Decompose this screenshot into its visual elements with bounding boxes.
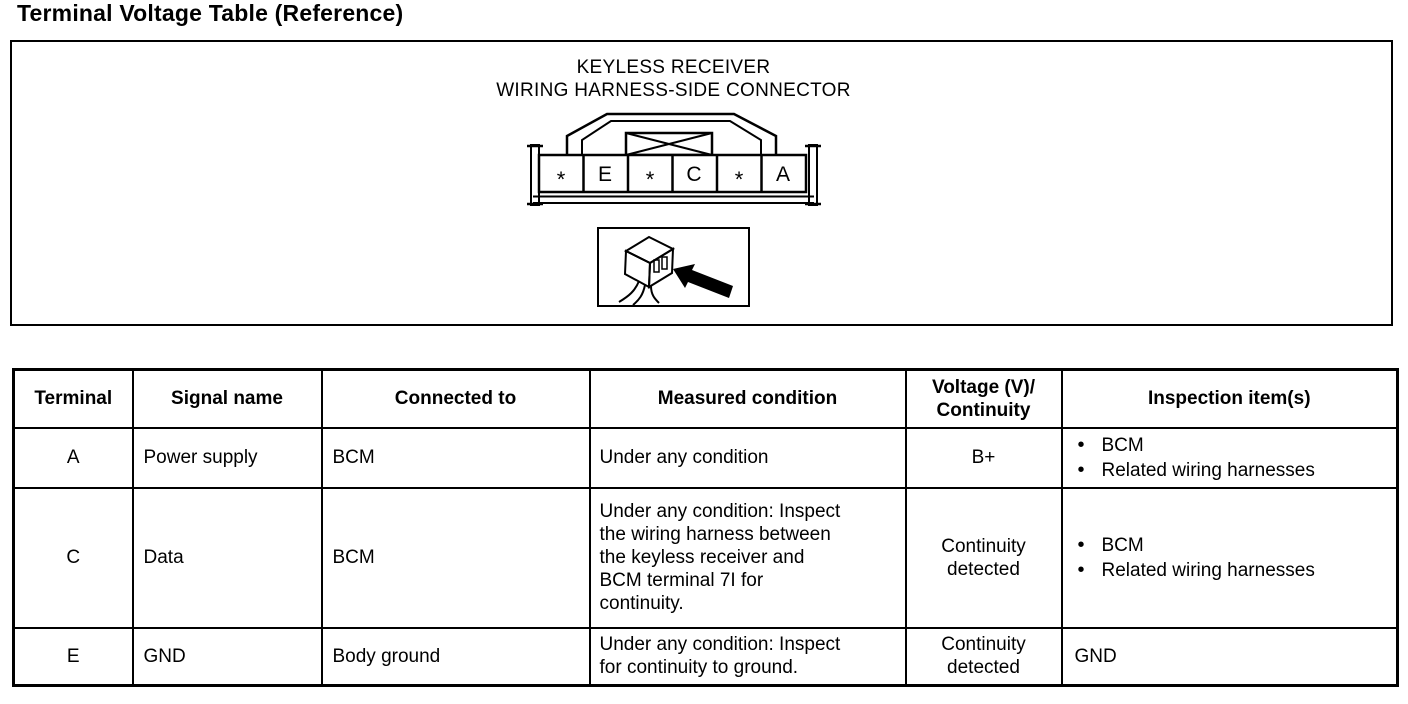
cell-terminal-c: C	[12, 486, 134, 629]
terminal-cell-label: *	[645, 167, 654, 192]
terminal-value: E	[66, 645, 80, 667]
inspection-item: Related wiring harnesses	[1075, 458, 1391, 483]
cube-top-face	[623, 235, 676, 265]
header-connected-to: Connected to	[320, 368, 591, 429]
inspection-item: BCM	[1075, 433, 1391, 458]
inspection-bullet-list: BCM Related wiring harnesses	[1075, 433, 1391, 483]
header-signal-name-label: Signal name	[171, 388, 283, 410]
wire-line	[650, 285, 660, 304]
header-inspection-items: Inspection item(s)	[1060, 368, 1399, 429]
terminal-cell-label: C	[686, 163, 701, 186]
inspection-item-label: BCM	[1101, 434, 1144, 456]
cell-voltage-a: B+	[904, 426, 1063, 489]
cell-measured-e: Under any condition: Inspect for continu…	[588, 626, 907, 687]
inspection-item: Related wiring harnesses	[1075, 558, 1391, 583]
wire-line	[618, 280, 640, 303]
header-terminal-label: Terminal	[34, 388, 113, 410]
cube-front-face	[623, 249, 652, 289]
cell-signal-a: Power supply	[131, 426, 323, 489]
figure-stack: KEYLESS RECEIVER WIRING HARNESS-SIDE CON…	[12, 42, 1391, 324]
measured-condition-value: Under any condition: Inspect the wiring …	[599, 501, 841, 614]
header-inspection-items-label: Inspection item(s)	[1147, 388, 1311, 410]
header-connected-to-label: Connected to	[394, 388, 517, 410]
cell-connected-a: BCM	[320, 426, 591, 489]
inspection-text-value: GND	[1074, 645, 1117, 667]
signal-name-value: Data	[143, 547, 184, 568]
figure-caption-line1: KEYLESS RECEIVER	[576, 57, 771, 78]
cube-side-face	[647, 247, 675, 289]
cell-connected-c: BCM	[320, 486, 591, 629]
cell-inspection-c: BCM Related wiring harnesses	[1060, 486, 1399, 629]
cell-terminal-a: A	[12, 426, 134, 489]
cell-connected-e: Body ground	[320, 626, 591, 687]
crossed-cavity-diagonal-2	[625, 132, 712, 156]
connector-housing-inner-line	[580, 120, 762, 155]
connected-to-value: BCM	[332, 547, 375, 568]
voltage-value: Continuity detected	[941, 535, 1026, 580]
connector-diagram: * E * C * A	[526, 112, 821, 206]
view-direction-icon-frame	[597, 227, 750, 307]
connected-to-value: Body ground	[332, 645, 441, 667]
terminal-value: C	[66, 547, 81, 568]
connector-housing-outline	[565, 112, 777, 155]
voltage-value: B+	[971, 447, 996, 468]
inspection-item-label: BCM	[1101, 534, 1144, 556]
cell-signal-e: GND	[131, 626, 323, 687]
cell-terminal-e: E	[12, 626, 134, 687]
header-terminal: Terminal	[12, 368, 134, 429]
signal-name-value: Power supply	[143, 447, 258, 468]
header-measured-condition-label: Measured condition	[657, 388, 838, 410]
header-voltage-continuity-label: Voltage (V)/ Continuity	[931, 376, 1036, 421]
terminal-cell-label: *	[556, 167, 565, 192]
header-signal-name: Signal name	[131, 368, 323, 429]
connector-view-icon	[618, 235, 733, 306]
cell-measured-c: Under any condition: Inspect the wiring …	[588, 486, 907, 629]
terminal-value: A	[66, 447, 80, 468]
cell-voltage-e: Continuity detected	[904, 626, 1063, 687]
inspection-item-label: Related wiring harnesses	[1101, 459, 1315, 481]
table-header-row: Terminal Signal name Connected to Measur…	[12, 368, 1399, 429]
voltage-value: Continuity detected	[941, 634, 1026, 679]
terminal-cell-label: *	[734, 167, 743, 192]
inspection-item-label: Related wiring harnesses	[1101, 559, 1315, 581]
terminal-cell-label: A	[775, 163, 789, 186]
terminal-voltage-table: Terminal Signal name Connected to Measur…	[12, 368, 1399, 687]
figure-caption-line2: WIRING HARNESS-SIDE CONNECTOR	[496, 80, 851, 101]
arrow-icon	[673, 264, 733, 298]
table-row-terminal-a: A Power supply BCM Under any condition B…	[12, 426, 1399, 489]
cube-terminal-slot	[661, 256, 668, 270]
figure-caption: KEYLESS RECEIVER WIRING HARNESS-SIDE CON…	[496, 56, 851, 102]
cell-measured-a: Under any condition	[588, 426, 907, 489]
header-voltage-continuity: Voltage (V)/ Continuity	[904, 368, 1063, 429]
connector-figure-panel: KEYLESS RECEIVER WIRING HARNESS-SIDE CON…	[10, 40, 1393, 326]
cube-terminal-slot	[653, 259, 660, 273]
measured-condition-value: Under any condition	[599, 447, 769, 468]
table-row-terminal-c: C Data BCM Under any condition: Inspect …	[12, 486, 1399, 629]
table-row-terminal-e: E GND Body ground Under any condition: I…	[12, 626, 1399, 687]
signal-name-value: GND	[143, 645, 186, 667]
terminal-cell-label: E	[597, 163, 611, 186]
page-title: Terminal Voltage Table (Reference)	[17, 0, 404, 26]
connected-to-value: BCM	[332, 447, 375, 468]
cell-inspection-a: BCM Related wiring harnesses	[1060, 426, 1399, 489]
inspection-bullet-list: BCM Related wiring harnesses	[1075, 533, 1391, 583]
measured-condition-value: Under any condition: Inspect for continu…	[599, 634, 841, 679]
cell-inspection-e: GND	[1060, 626, 1399, 687]
header-measured-condition: Measured condition	[588, 368, 907, 429]
cell-signal-c: Data	[131, 486, 323, 629]
inspection-item: BCM	[1075, 533, 1391, 558]
cell-voltage-c: Continuity detected	[904, 486, 1063, 629]
wire-line	[632, 284, 646, 306]
